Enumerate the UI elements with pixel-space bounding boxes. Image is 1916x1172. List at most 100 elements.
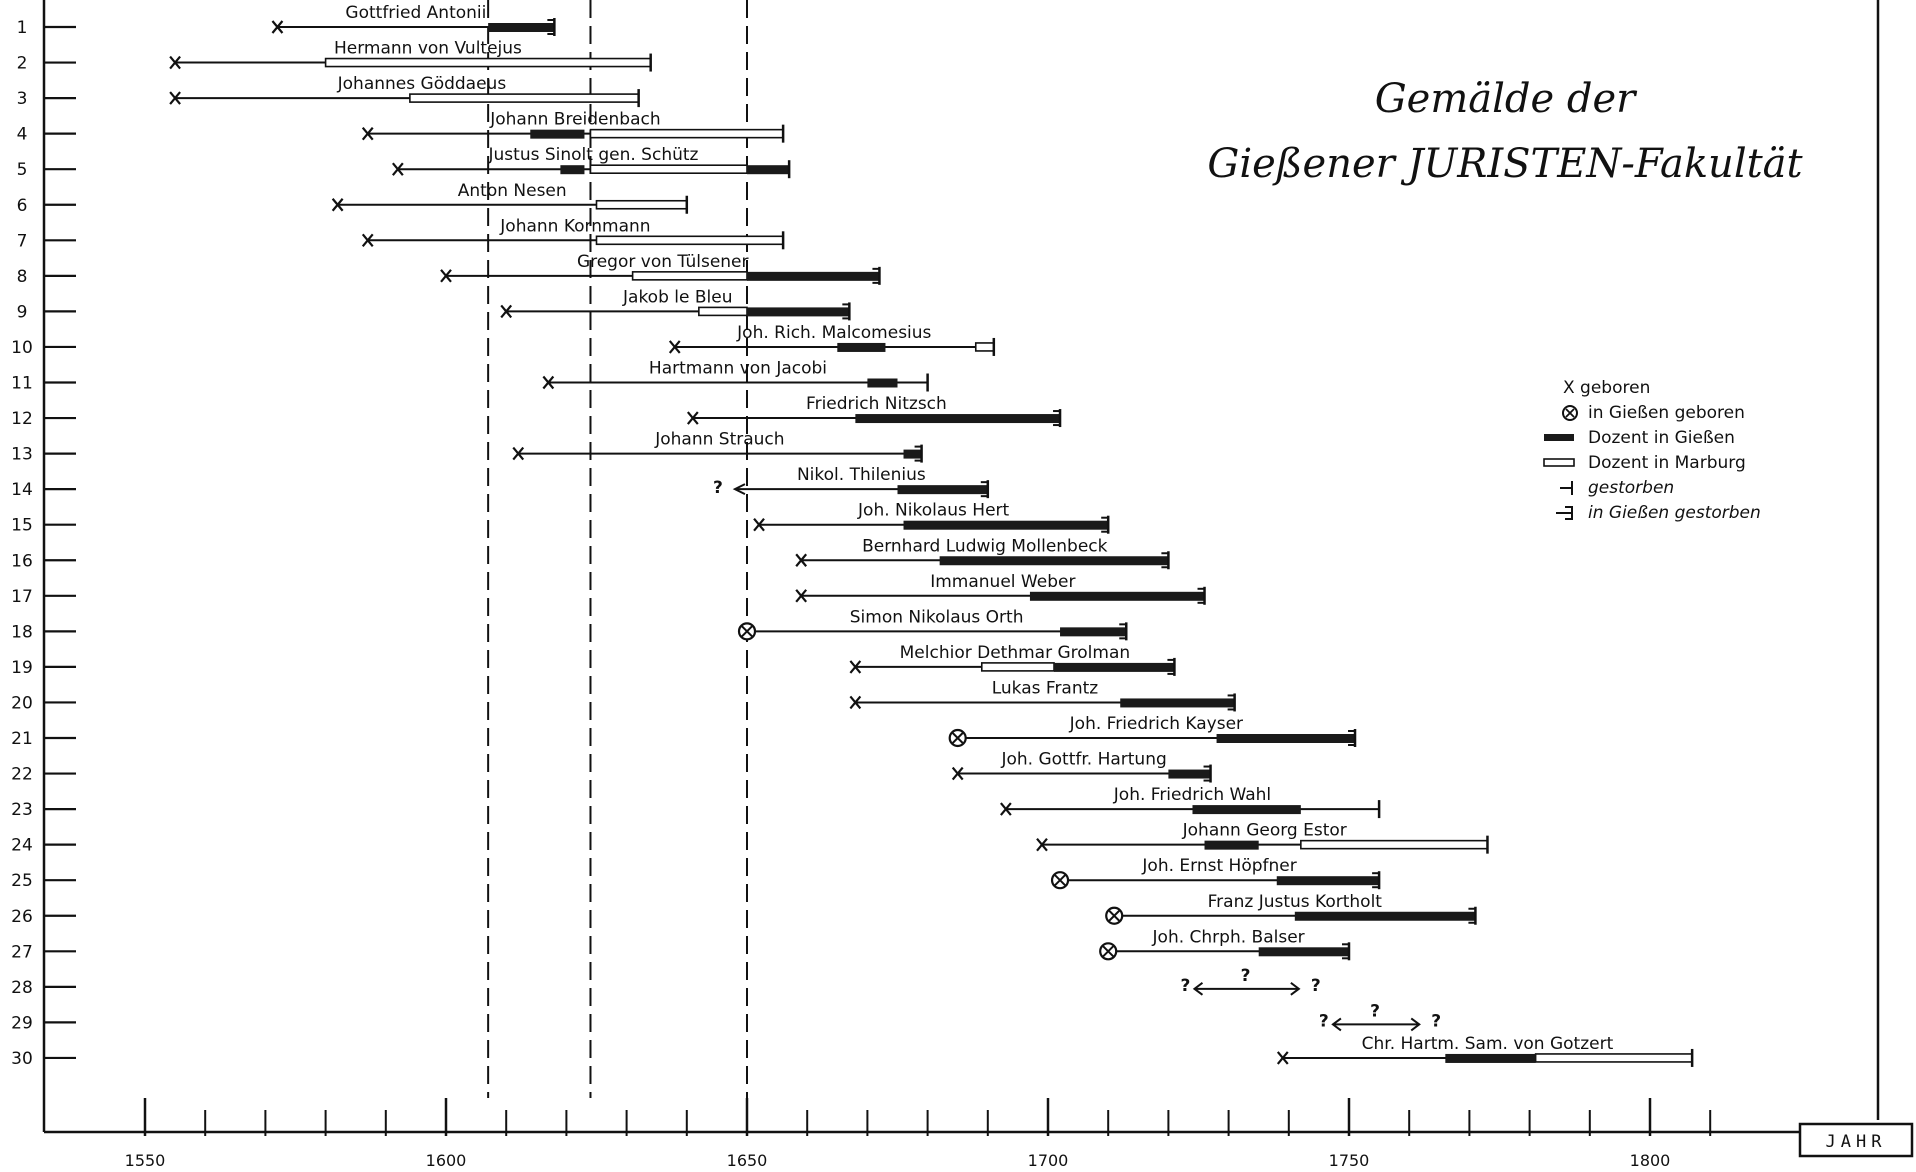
dozent-giessen-bar [1204,840,1259,850]
person-name: Franz Justus Kortholt [1208,892,1383,912]
row-number: 1 [17,18,28,38]
legend: X geboren in Gießen geboren Dozent in Gieß… [1543,378,1761,523]
person-name: Joh. Ernst Höpfner [1141,856,1296,876]
chart-title-line2: Gießener JURISTEN-Fakultät [1207,141,1803,187]
dozent-marburg-bar [324,57,652,68]
person-name: Gottfried Antonii [345,3,486,23]
legend-label: gestorben [1588,478,1674,498]
x-tick-label: 1550 [125,1151,166,1170]
dozent-giessen-bar [837,342,886,352]
person-row: 16 Bernhard Ludwig Mollenbeck [11,536,1170,571]
row-number: 22 [11,765,33,785]
born-in-giessen-cross [1054,874,1066,886]
x-tick-label: 1750 [1329,1151,1370,1170]
row-number: 24 [11,836,33,856]
person-row: 22 Joh. Gottfr. Hartung [11,750,1212,785]
born-marker [169,55,181,70]
legend-label: in Gießen geboren [1588,403,1745,423]
person-row: 10 Joh. Rich. Malcomesius [11,323,996,358]
person-name: Friedrich Nitzsch [806,394,947,414]
born-marker [169,91,181,105]
born-marker [1000,802,1012,816]
dozent-marburg-bar [698,306,748,317]
person-name: Joh. Nikolaus Hert [857,501,1009,521]
dozent-marburg-bar [589,164,748,174]
x-tick-label: 1600 [426,1151,467,1170]
person-row: 23 Joh. Friedrich Wahl [11,785,1381,820]
unknown-birth-mark: ? [713,478,723,498]
person-row: 28??? [11,966,1321,998]
born-marker [1036,837,1048,852]
person-row: 24 Johann Georg Estor [11,821,1489,856]
person-row: 3 Johannes Göddaeus [17,74,640,109]
person-name: Melchior Dethmar Grolman [900,643,1131,663]
row-number: 23 [11,800,33,820]
unknown-span-arrow-right [1290,982,1301,996]
person-row: 5 Justus Sinolt gen. Schütz [17,145,791,180]
born-marker [331,198,344,212]
row-number: 27 [11,942,33,962]
dozent-giessen-bar [747,307,850,317]
unknown-span-arrow-right [1410,1017,1421,1032]
dozent-giessen-bar [1276,876,1380,886]
person-row: 15 Joh. Nikolaus Hert [11,501,1110,536]
person-name: Simon Nikolaus Orth [850,607,1024,627]
x-axis: 1550 1600 1650 1700 1750 1800 JAHR [44,1098,1914,1170]
born-marker [753,517,765,532]
dozent-giessen-bar [1054,662,1175,672]
unknown-span-arrow-left [1192,982,1204,996]
legend-label: X geboren [1563,378,1650,398]
dozent-giessen-bar [903,520,1109,530]
born-marker [849,660,862,674]
dozent-marburg-bar [1534,1053,1693,1063]
row-number: 10 [11,338,33,358]
person-row: 19 Melchior Dethmar Grolman [11,643,1176,678]
dozent-marburg-bar [974,342,995,352]
person-row: 11 Hartmann von Jacobi [11,359,929,394]
chart-frame [42,0,1880,1132]
row-number: 7 [17,231,28,251]
unknown-span-arrow-left [1331,1017,1342,1032]
chart-title-line1: Gemälde der [1375,76,1638,122]
row-number: 14 [11,480,33,500]
person-name: Hermann von Vultejus [334,39,522,59]
dozent-giessen-bar [1445,1053,1536,1063]
dozent-marburg-bar [631,271,748,281]
born-marker [440,269,452,283]
person-row: 29??? [11,1001,1441,1033]
reference-lines [487,0,748,1098]
row-number: 11 [11,374,33,394]
x-tick-label: 1650 [727,1151,768,1170]
born-marker [686,411,699,425]
dozent-giessen-bar [1168,769,1211,779]
dozent-giessen-bar [867,378,898,388]
row-number: 26 [11,907,33,927]
row-number: 6 [17,196,28,216]
row-number: 17 [11,587,33,607]
row-number: 18 [11,622,33,642]
dozent-giessen-bar [1120,698,1235,708]
person-row: 25 Joh. Ernst Höpfner [11,856,1381,891]
legend-died-giessen-bracket-icon [1565,506,1573,520]
person-name: Immanuel Weber [930,572,1075,592]
dozent-giessen-bar [530,129,585,139]
legend-circle-cross-glyph [1565,408,1575,418]
person-name: Johann Georg Estor [1182,821,1347,841]
row-number: 13 [11,445,33,465]
person-name: Gregor von Tülsener [577,252,749,272]
row-number: 19 [11,658,33,678]
person-row: 4 Johann Breidenbach [17,110,785,145]
born-in-giessen-cross [1102,945,1114,958]
born-in-giessen-cross [1108,910,1120,922]
person-name: Chr. Hartm. Sam. von Gotzert [1362,1034,1614,1054]
dozent-giessen-bar [747,271,880,281]
person-name: Joh. Rich. Malcomesius [736,323,931,343]
row-number: 2 [17,54,28,74]
born-marker [391,162,404,176]
born-marker [361,126,374,141]
person-row: 14 ? Nikol. Thilenius [11,465,990,500]
person-row: 18 Simon Nikolaus Orth [11,607,1128,642]
person-name: Anton Nesen [458,181,567,201]
person-name: Justus Sinolt gen. Schütz [488,145,699,165]
